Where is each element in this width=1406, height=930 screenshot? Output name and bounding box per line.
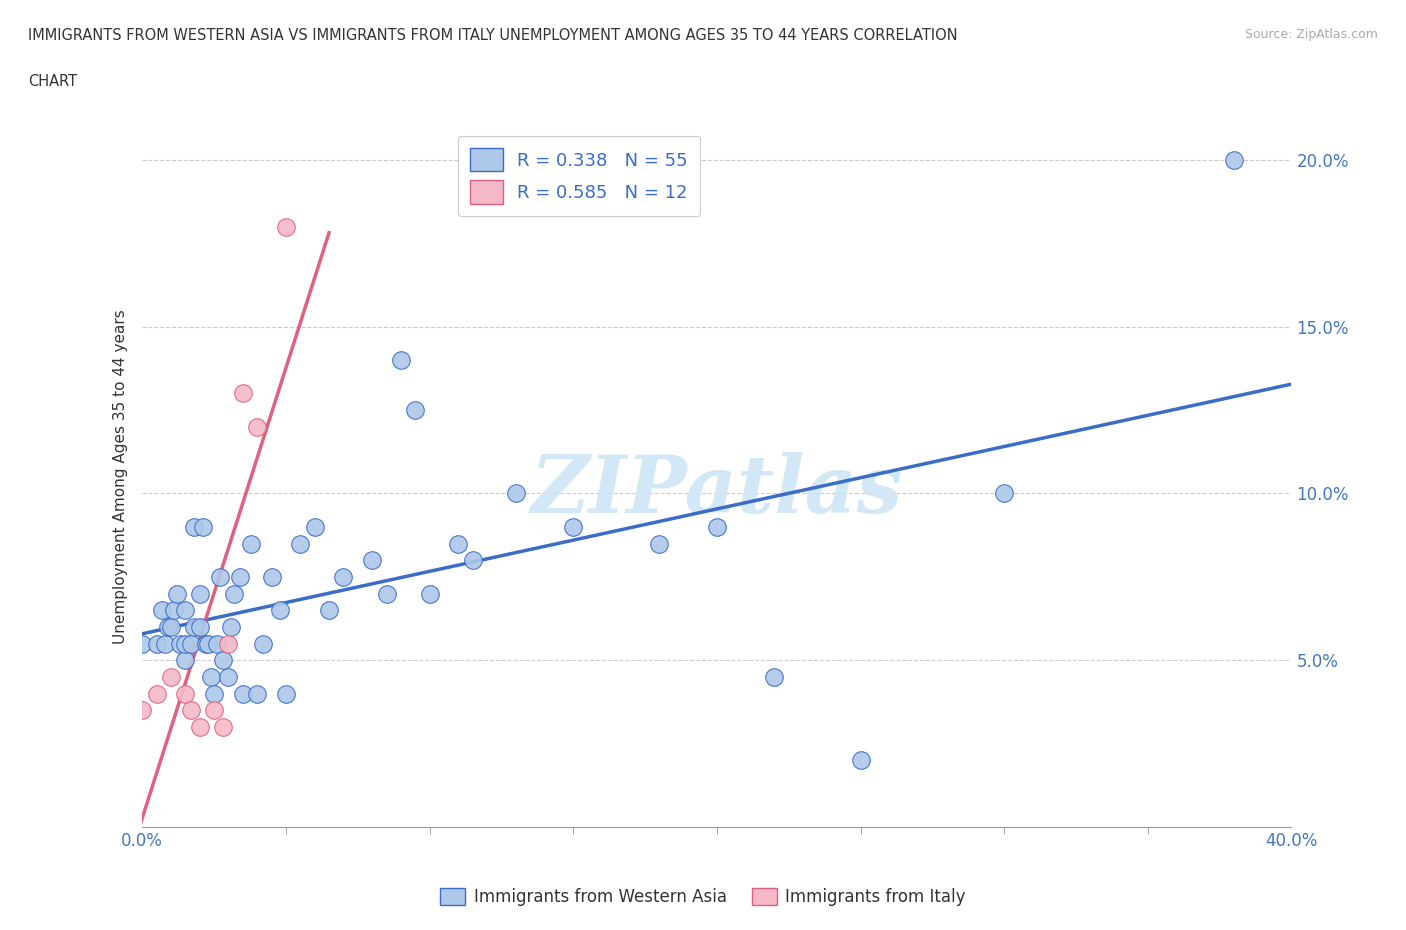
- Point: [361, 552, 384, 567]
- Text: IMMIGRANTS FROM WESTERN ASIA VS IMMIGRANTS FROM ITALY UNEMPLOYMENT AMONG AGES 35: IMMIGRANTS FROM WESTERN ASIA VS IMMIGRAN…: [28, 28, 957, 43]
- Point: [232, 686, 254, 701]
- Point: [375, 586, 398, 601]
- Point: [763, 670, 786, 684]
- Point: [260, 569, 283, 584]
- Point: [160, 670, 183, 684]
- Legend: R = 0.338   N = 55, R = 0.585   N = 12: R = 0.338 N = 55, R = 0.585 N = 12: [457, 136, 700, 217]
- Point: [447, 536, 470, 551]
- Point: [205, 636, 228, 651]
- Point: [419, 586, 441, 601]
- Point: [246, 686, 269, 701]
- Point: [174, 636, 197, 651]
- Text: Source: ZipAtlas.com: Source: ZipAtlas.com: [1244, 28, 1378, 41]
- Point: [290, 536, 312, 551]
- Point: [180, 703, 202, 718]
- Point: [706, 520, 728, 535]
- Point: [155, 636, 177, 651]
- Point: [157, 619, 180, 634]
- Point: [188, 586, 211, 601]
- Point: [174, 653, 197, 668]
- Point: [318, 603, 340, 618]
- Point: [389, 352, 412, 367]
- Point: [562, 520, 585, 535]
- Point: [332, 569, 354, 584]
- Point: [229, 569, 252, 584]
- Point: [224, 586, 246, 601]
- Point: [221, 619, 243, 634]
- Point: [145, 636, 167, 651]
- Point: [174, 603, 197, 618]
- Point: [218, 636, 240, 651]
- Point: [188, 720, 211, 735]
- Point: [252, 636, 274, 651]
- Point: [218, 670, 240, 684]
- Point: [240, 536, 263, 551]
- Point: [849, 753, 872, 768]
- Point: [505, 486, 527, 501]
- Point: [404, 403, 426, 418]
- Point: [166, 586, 188, 601]
- Point: [274, 219, 297, 234]
- Point: [202, 686, 225, 701]
- Point: [191, 520, 214, 535]
- Point: [131, 703, 153, 718]
- Point: [169, 636, 191, 651]
- Point: [174, 686, 197, 701]
- Point: [163, 603, 186, 618]
- Point: [269, 603, 291, 618]
- Point: [274, 686, 297, 701]
- Point: [202, 703, 225, 718]
- Point: [180, 636, 202, 651]
- Text: ZIPatlas: ZIPatlas: [531, 452, 903, 529]
- Point: [131, 636, 153, 651]
- Y-axis label: Unemployment Among Ages 35 to 44 years: Unemployment Among Ages 35 to 44 years: [114, 310, 128, 644]
- Point: [208, 569, 231, 584]
- Point: [152, 603, 174, 618]
- Point: [246, 419, 269, 434]
- Point: [211, 720, 233, 735]
- Point: [461, 552, 484, 567]
- Point: [160, 619, 183, 634]
- Point: [1223, 153, 1246, 167]
- Point: [211, 653, 233, 668]
- Point: [648, 536, 671, 551]
- Point: [304, 520, 326, 535]
- Point: [194, 636, 217, 651]
- Point: [200, 670, 222, 684]
- Point: [145, 686, 167, 701]
- Point: [993, 486, 1015, 501]
- Point: [183, 520, 205, 535]
- Point: [197, 636, 219, 651]
- Text: CHART: CHART: [28, 74, 77, 89]
- Point: [183, 619, 205, 634]
- Legend: Immigrants from Western Asia, Immigrants from Italy: Immigrants from Western Asia, Immigrants…: [433, 881, 973, 912]
- Point: [232, 386, 254, 401]
- Point: [188, 619, 211, 634]
